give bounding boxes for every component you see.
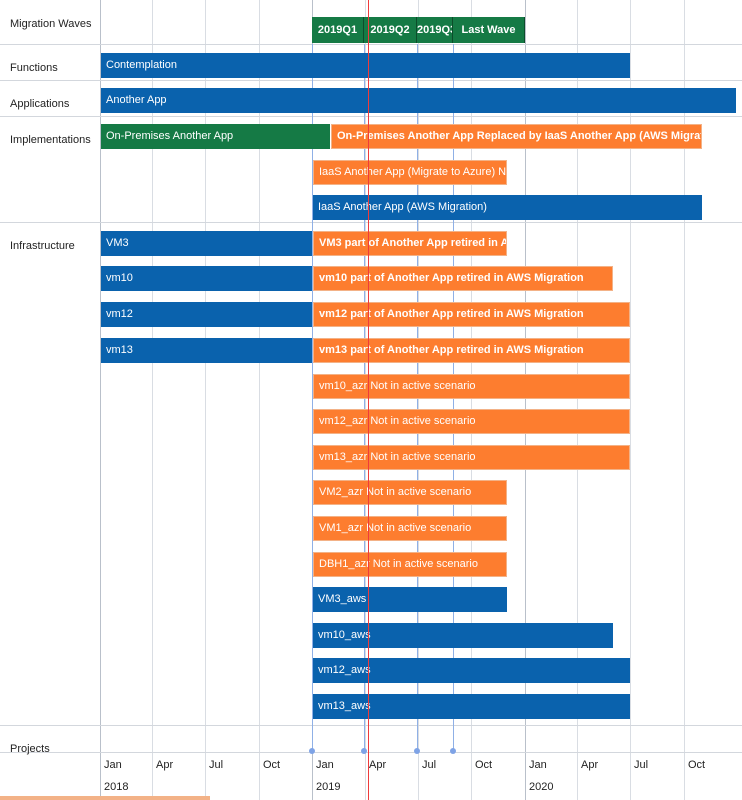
axis-month-label: Jul: [422, 759, 437, 771]
timeline-bar[interactable]: VM1_azr Not in active scenario: [313, 516, 507, 541]
wave-marker-line: [312, 44, 313, 752]
timeline-bar[interactable]: vm12 part of Another App retired in AWS …: [313, 302, 630, 327]
timeline-bar[interactable]: On-Premises Another App Replaced by IaaS…: [331, 124, 702, 149]
lane-label: Implementations: [10, 134, 91, 146]
timeline-bar[interactable]: vm13 part of Another App retired in AWS …: [313, 338, 630, 363]
axis-month-label: Apr: [156, 759, 174, 771]
lane-separator: [0, 44, 742, 45]
lane-separator: [0, 116, 742, 117]
lane-label: Infrastructure: [10, 240, 75, 252]
axis-month-label: Jan: [104, 759, 122, 771]
wave-axis-dot: [450, 748, 456, 754]
axis-year-label: 2020: [529, 781, 554, 793]
timeline-bar[interactable]: VM3 part of Another App retired in AWS M…: [313, 231, 507, 256]
timeline-bar[interactable]: vm12: [101, 302, 312, 327]
axis-month-label: Apr: [581, 759, 599, 771]
timeline-bar[interactable]: vm12_azr Not in active scenario: [313, 409, 630, 434]
grid-line: [259, 0, 260, 800]
timeline-bar[interactable]: vm10 part of Another App retired in AWS …: [313, 266, 613, 291]
lane-label: Functions: [10, 62, 58, 74]
axis-month-label: Jan: [529, 759, 547, 771]
timeline-bar[interactable]: vm10_aws: [313, 623, 613, 648]
grid-line: [100, 0, 101, 800]
grid-line: [525, 0, 526, 800]
axis-year-label: 2019: [316, 781, 341, 793]
grid-line: [418, 0, 419, 800]
timeline-bar[interactable]: vm13_aws: [313, 694, 630, 719]
timeline-bar[interactable]: Another App: [101, 88, 736, 113]
timeline-bar[interactable]: VM3_aws: [313, 587, 507, 612]
axis-month-label: Oct: [475, 759, 493, 771]
lane-separator: [0, 752, 742, 753]
grid-line: [471, 0, 472, 800]
lane-separator: [0, 80, 742, 81]
migration-wave-badge[interactable]: Last Wave: [453, 17, 525, 43]
timeline-bar[interactable]: vm12_aws: [313, 658, 630, 683]
timeline-bar[interactable]: IaaS Another App (AWS Migration): [313, 195, 702, 220]
scroll-indicator[interactable]: [0, 796, 210, 800]
lane-label: Applications: [10, 98, 70, 110]
lane-separator: [0, 222, 742, 223]
axis-month-label: Oct: [688, 759, 706, 771]
axis-month-label: Jul: [209, 759, 224, 771]
grid-line: [365, 0, 366, 800]
grid-line: [577, 0, 578, 800]
timeline-bar[interactable]: vm10_azr Not in active scenario: [313, 374, 630, 399]
timeline-bar[interactable]: On-Premises Another App: [101, 124, 330, 149]
migration-wave-badge[interactable]: 2019Q3: [417, 17, 453, 43]
lane-separator: [0, 725, 742, 726]
migration-wave-badge[interactable]: 2019Q1: [312, 17, 364, 43]
timeline-bar[interactable]: DBH1_azr Not in active scenario: [313, 552, 507, 577]
axis-month-label: Apr: [369, 759, 387, 771]
timeline-bar[interactable]: vm10: [101, 266, 312, 291]
timeline-bar[interactable]: IaaS Another App (Migrate to Azure) Not …: [313, 160, 507, 185]
timeline-bar[interactable]: VM3: [101, 231, 312, 256]
lane-label: Projects: [10, 743, 50, 755]
axis-month-label: Oct: [263, 759, 281, 771]
axis-month-label: Jul: [634, 759, 649, 771]
timeline-bar[interactable]: Contemplation: [101, 53, 630, 78]
migration-wave-badge[interactable]: 2019Q2: [364, 17, 417, 43]
grid-line: [684, 0, 685, 800]
grid-line: [630, 0, 631, 800]
wave-axis-dot: [361, 748, 367, 754]
grid-line: [152, 0, 153, 800]
timeline-bar[interactable]: VM2_azr Not in active scenario: [313, 480, 507, 505]
axis-year-label: 2018: [104, 781, 129, 793]
wave-axis-dot: [309, 748, 315, 754]
grid-line: [205, 0, 206, 800]
lane-label: Migration Waves: [10, 18, 92, 30]
wave-axis-dot: [414, 748, 420, 754]
timeline-bar[interactable]: vm13: [101, 338, 312, 363]
axis-month-label: Jan: [316, 759, 334, 771]
timeline-bar[interactable]: vm13_azr Not in active scenario: [313, 445, 630, 470]
today-line: [368, 0, 369, 800]
